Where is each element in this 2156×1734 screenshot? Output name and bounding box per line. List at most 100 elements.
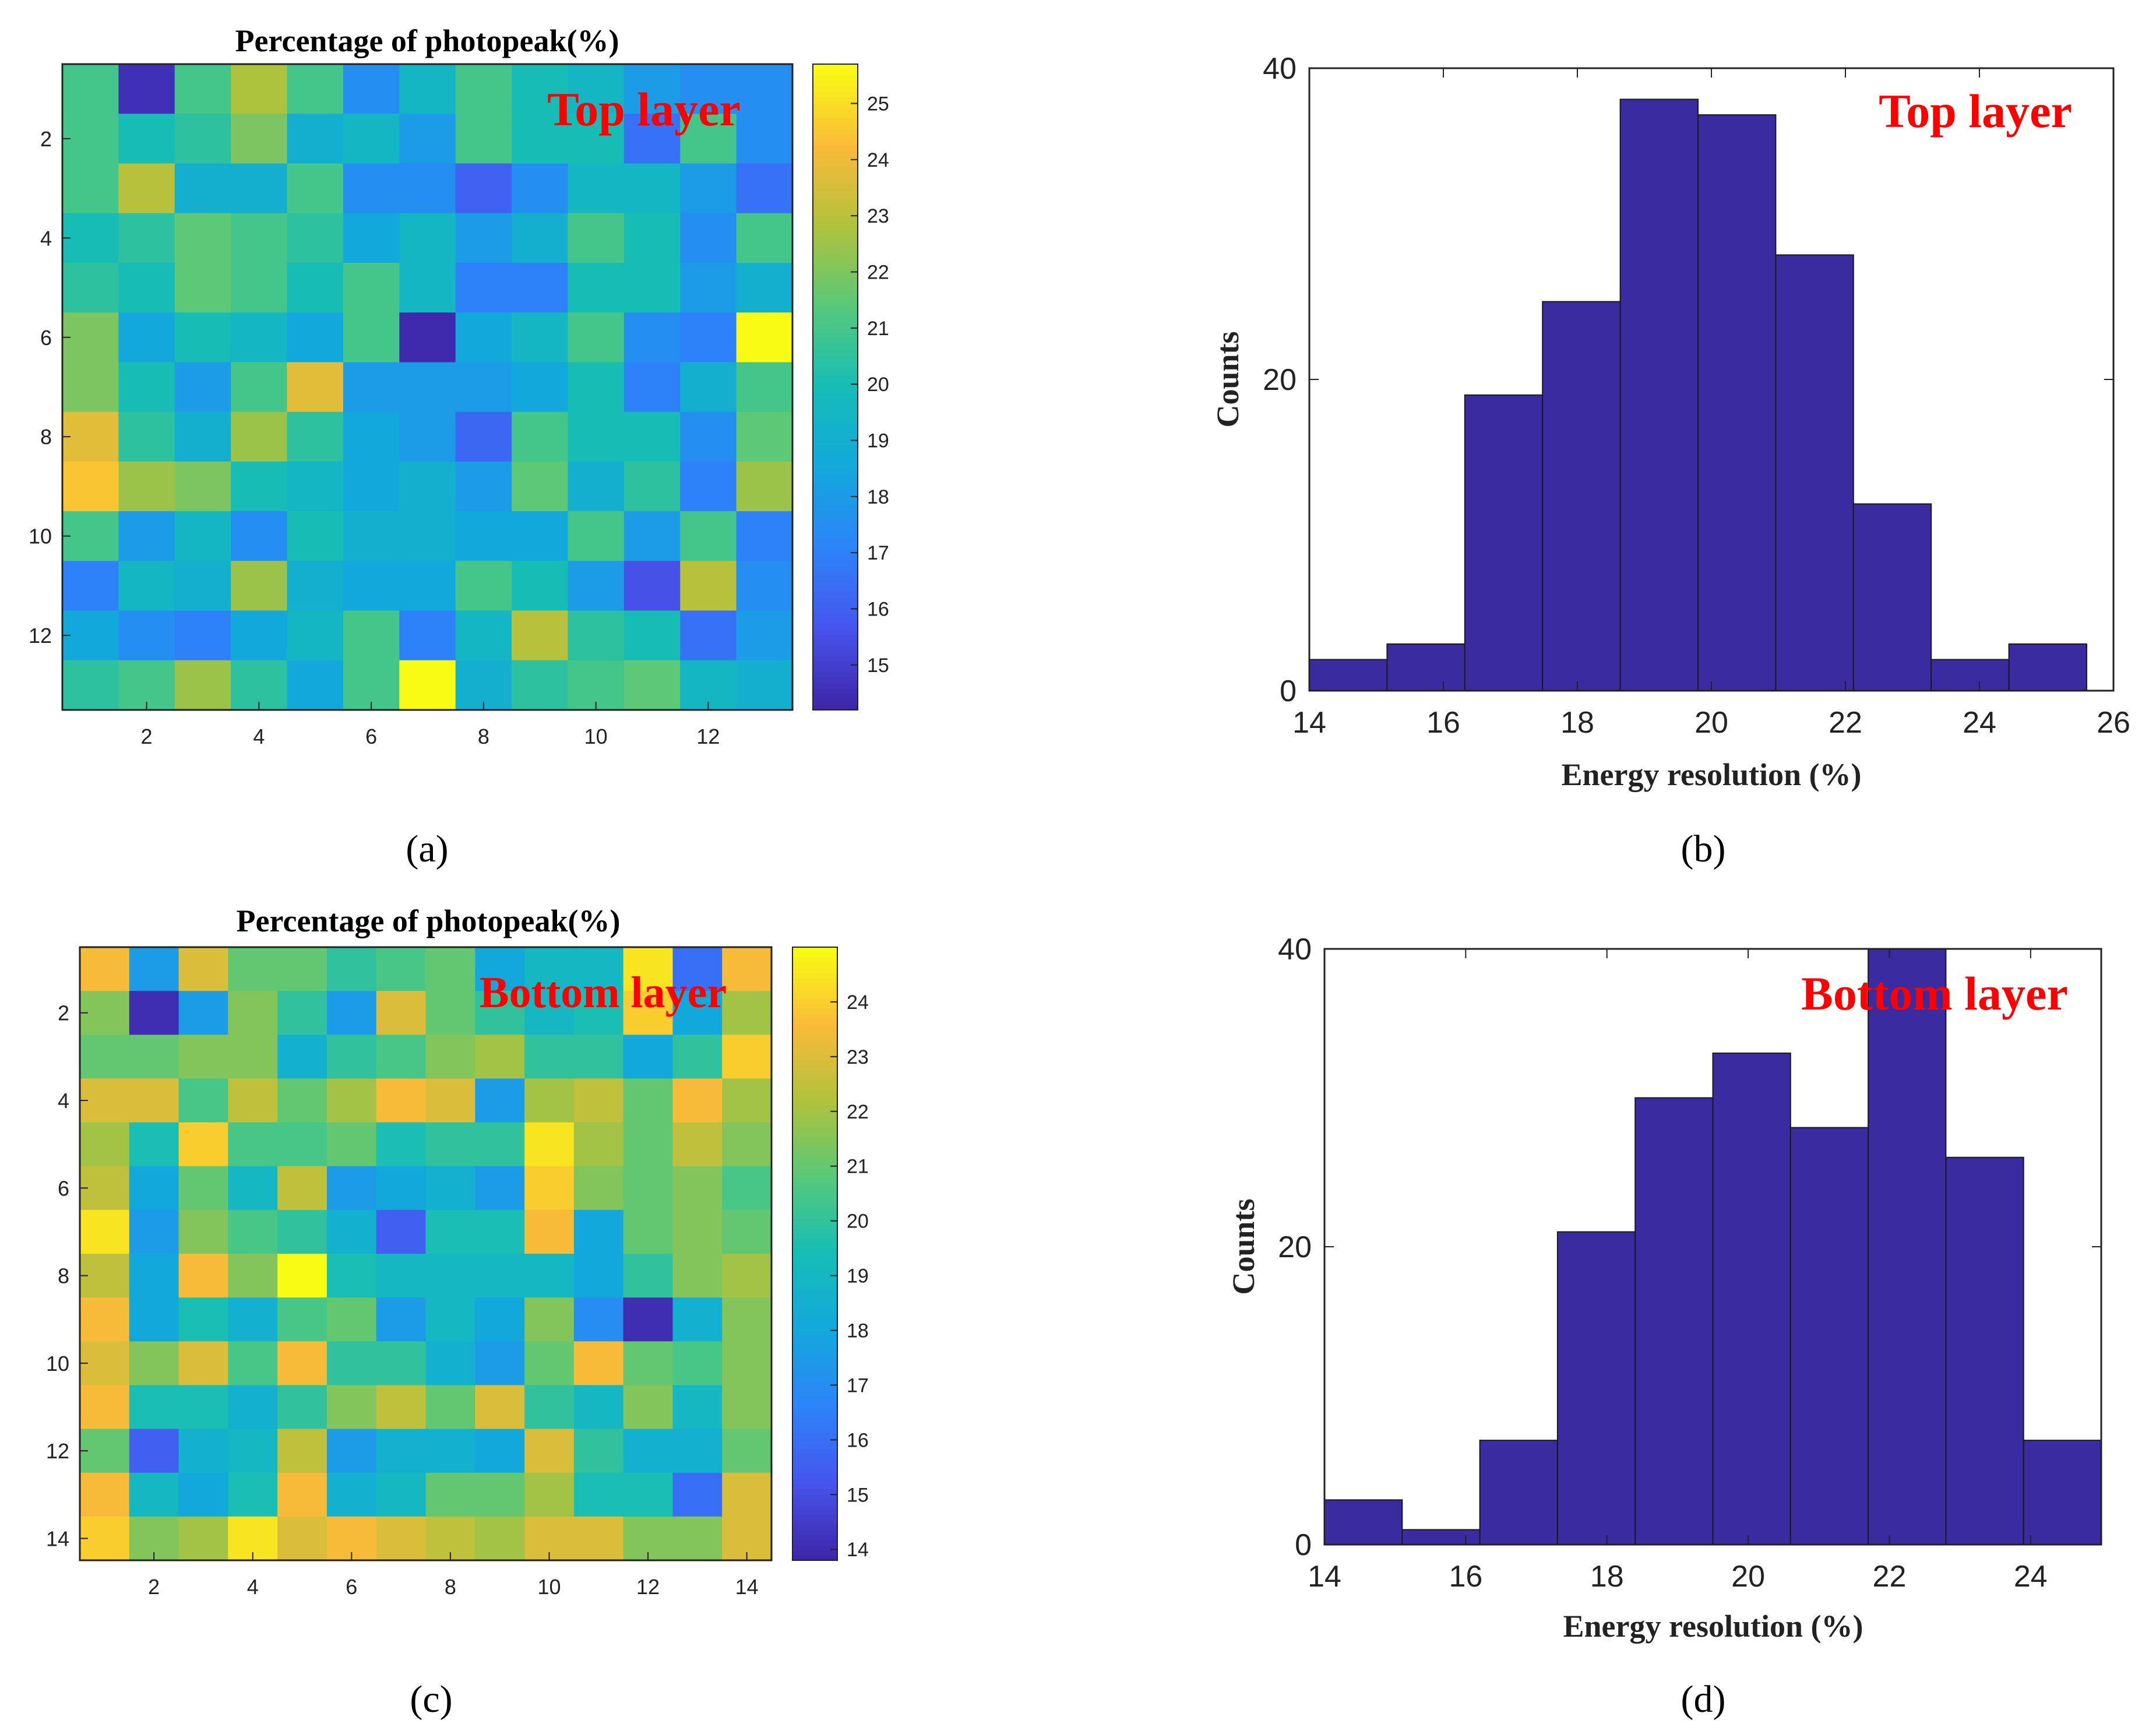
colorbar-segment	[792, 1284, 837, 1290]
colorbar-segment	[792, 983, 837, 989]
heatmap-cell	[680, 114, 737, 164]
colorbar-tick-label: 17	[867, 542, 889, 564]
heatmap-cell	[573, 947, 624, 991]
heatmap-cell	[425, 1429, 475, 1473]
colorbar-segment	[813, 354, 858, 361]
heatmap-cell	[62, 610, 119, 661]
colorbar-segment	[792, 1299, 837, 1306]
heatmap-cell	[80, 1122, 130, 1167]
colorbar-segment	[792, 1535, 837, 1540]
colorbar-segment	[813, 376, 858, 382]
colorbar-tick-label: 22	[867, 261, 889, 283]
heatmap-cell	[129, 991, 179, 1035]
heatmap-cell	[376, 1516, 427, 1561]
colorbar-segment	[792, 1110, 837, 1117]
colorbar-segment	[792, 1264, 837, 1270]
colorbar-tick-label: 19	[867, 430, 889, 452]
colorbar-segment	[813, 236, 858, 242]
heatmap-cell	[568, 312, 625, 363]
colorbar-tick-label: 18	[847, 1320, 869, 1342]
heatmap-cell	[231, 114, 288, 164]
heatmap-cell	[680, 262, 737, 313]
colorbar-segment	[792, 1248, 837, 1254]
colorbar-segment	[813, 91, 858, 97]
heatmap-cell	[455, 561, 512, 611]
heatmap-cell	[672, 1341, 723, 1386]
colorbar-segment	[792, 1483, 837, 1490]
y-tick-label: 20	[1278, 1230, 1312, 1264]
heatmap-cell	[174, 163, 231, 214]
colorbar-segment	[813, 226, 858, 232]
colorbar-segment	[813, 408, 858, 414]
colorbar-segment	[792, 1555, 837, 1561]
colorbar-tick-label: 17	[847, 1374, 869, 1397]
colorbar-segment	[813, 597, 858, 603]
colorbar-segment	[813, 381, 858, 388]
heatmap-cell	[228, 1078, 278, 1123]
heatmap-cell	[376, 1035, 427, 1079]
colorbar-segment	[813, 268, 858, 275]
colorbar-segment	[792, 1443, 837, 1448]
colorbar-segment	[813, 704, 858, 711]
heatmap-cell	[62, 163, 119, 214]
heatmap-top-y-ticks: 2 4 6 8 10 12	[29, 127, 71, 648]
heatmap-cell	[178, 1297, 228, 1342]
x-tick-label: 6	[346, 1575, 357, 1599]
heatmap-cell	[680, 213, 737, 263]
histogram-bar	[1868, 948, 1947, 1545]
colorbar-segment	[813, 69, 858, 76]
x-tick-label: 16	[1426, 706, 1460, 740]
y-tick-label: 12	[29, 624, 52, 648]
heatmap-cell	[623, 991, 674, 1035]
colorbar-segment	[813, 64, 858, 71]
heatmap-cell	[118, 561, 175, 611]
heatmap-cell	[62, 312, 119, 363]
colorbar-segment	[813, 484, 858, 490]
histogram-bar	[1386, 643, 1465, 692]
colorbar-segment	[813, 656, 858, 662]
colorbar-segment	[792, 1366, 837, 1372]
colorbar-segment	[813, 661, 858, 667]
heatmap-cell	[680, 561, 737, 611]
heatmap-cell	[623, 1472, 674, 1517]
colorbar-segment	[813, 139, 858, 146]
colorbar-segment	[792, 1136, 837, 1142]
heatmap-top-layer: Percentage of photopeak(%) 2 4 6 8 10 12 2468…	[29, 23, 889, 748]
heatmap-cell	[512, 262, 569, 313]
colorbar-segment	[792, 1182, 837, 1188]
heatmap-cell	[623, 1385, 674, 1430]
heatmap-cell	[376, 1385, 427, 1430]
colorbar-segment	[792, 1514, 837, 1520]
colorbar-segment	[813, 532, 858, 539]
colorbar-segment	[792, 1519, 837, 1525]
heatmap-cell	[722, 1429, 772, 1473]
heatmap-cell	[475, 1472, 525, 1517]
colorbar-segment	[813, 650, 858, 657]
colorbar-segment	[792, 1427, 837, 1433]
colorbar-segment	[792, 1105, 837, 1112]
colorbar-segment	[792, 1059, 837, 1065]
colorbar-segment	[792, 1397, 837, 1403]
colorbar-segment	[813, 123, 858, 129]
heatmap-cell	[178, 1078, 228, 1123]
heatmap-cell	[231, 163, 288, 214]
y-tick-label: 40	[1278, 933, 1312, 966]
heatmap-cell	[277, 1385, 327, 1430]
colorbar-tick-label: 18	[867, 486, 889, 508]
x-tick-label: 14	[1308, 1560, 1341, 1594]
heatmap-cell	[736, 411, 793, 462]
heatmap-cell	[425, 1209, 475, 1254]
colorbar-segment	[813, 586, 858, 592]
heatmap-cell	[118, 610, 175, 661]
y-tick-label: 10	[46, 1352, 69, 1376]
heatmap-cell	[455, 362, 512, 413]
colorbar-tick-label: 21	[847, 1156, 869, 1178]
colorbar-segment	[792, 1463, 837, 1469]
heatmap-cell	[623, 1429, 674, 1473]
heatmap-cell	[399, 461, 456, 512]
heatmap-cell	[174, 411, 231, 462]
heatmap-cell	[568, 461, 625, 512]
y-tick-label: 6	[40, 326, 52, 350]
colorbar-segment	[813, 527, 858, 533]
colorbar-segment	[792, 957, 837, 963]
